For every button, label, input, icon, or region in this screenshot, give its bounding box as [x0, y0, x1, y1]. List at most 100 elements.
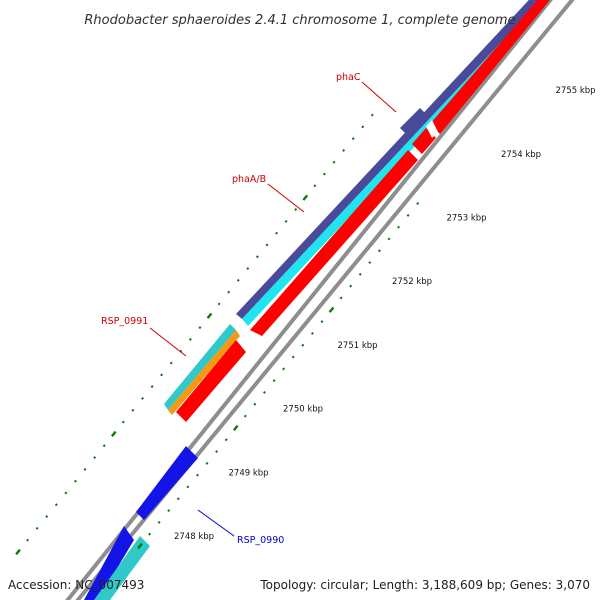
scale-tick-labels: 2748 kbp 2749 kbp 2750 kbp 2751 kbp 2752 kbp… — [174, 86, 596, 542]
RSP_0990-leader-line — [197, 509, 235, 537]
gene-lower-blue[interactable] — [84, 526, 134, 600]
scale-tick-mark — [291, 355, 295, 359]
scale-tick-mark — [141, 396, 144, 400]
gene-RSP_0991[interactable] — [168, 330, 240, 415]
scale-tick-mark — [160, 373, 164, 377]
gene-reverse-red-short[interactable] — [412, 128, 436, 154]
scale-tick-mark — [275, 231, 278, 235]
scale-tick-mark — [83, 467, 87, 471]
scale-tick-mark — [294, 207, 298, 212]
scale-tick-mark — [26, 538, 30, 542]
scale-tick-mark — [320, 320, 324, 324]
scale-tick-mark — [284, 219, 288, 223]
scale-tick-mark — [217, 302, 221, 306]
scale-tick-mark — [167, 509, 171, 513]
gene-RSP_0990[interactable] — [136, 446, 198, 520]
gene-lower-cyan[interactable] — [94, 536, 150, 600]
scale-tick-mark — [236, 278, 240, 282]
scale-tick-mark — [54, 503, 58, 507]
scale-tick-mark — [313, 184, 317, 188]
scale-tick-mark — [246, 267, 250, 271]
scale-tick-mark — [102, 444, 106, 448]
scale-tick-mark — [131, 408, 135, 412]
scale-tick-mark — [328, 306, 335, 313]
backbone-line-outer — [65, 0, 553, 600]
scale-tick-mark — [263, 390, 266, 394]
scale-tick-mark — [243, 414, 247, 418]
scale-tick-mark — [74, 479, 77, 483]
scale-tick-mark — [342, 148, 346, 152]
phaC-leader-line — [361, 81, 397, 113]
scale-tick-mark — [282, 367, 286, 371]
scale-tick-mark — [121, 420, 125, 424]
scale-tick-mark — [397, 225, 400, 229]
scale-tick-mark — [349, 284, 353, 288]
scale-tick-mark — [322, 172, 326, 176]
scale-tick-label: 2748 kbp — [174, 532, 214, 542]
gene-label-phaA-B[interactable]: phaA/B — [232, 174, 266, 185]
scale-tick-mark — [416, 201, 420, 206]
scale-tick-mark — [205, 461, 209, 465]
gene-gap-marker — [426, 120, 438, 138]
scale-tick-label: 2753 kbp — [447, 214, 487, 224]
scale-tick-mark — [35, 526, 39, 530]
scale-tick-mark — [176, 497, 180, 501]
scale-tick-mark — [137, 542, 143, 550]
scale-tick-mark — [206, 312, 213, 319]
scale-tick-mark — [370, 113, 374, 117]
RSP_0991-leader-line — [149, 327, 187, 357]
scale-tick-mark — [45, 515, 49, 519]
scale-tick-mark — [301, 343, 305, 347]
scale-tick-mark — [215, 450, 219, 454]
scale-tick-mark — [169, 361, 173, 365]
scale-tick-label: 2754 kbp — [501, 150, 541, 160]
scale-tick-label: 2751 kbp — [338, 341, 378, 351]
scale-tick-mark — [265, 243, 269, 247]
scale-tick-mark — [224, 438, 228, 442]
map-title: Rhodobacter sphaeroides 2.4.1 chromosome… — [84, 13, 515, 28]
scale-tick-mark — [358, 272, 362, 276]
gene-phaC[interactable] — [400, 108, 428, 138]
gene-phaA-B[interactable] — [250, 150, 418, 336]
scale-tick-mark — [148, 532, 152, 536]
scale-tick-mark — [272, 379, 276, 383]
scale-tick-mark — [198, 326, 202, 330]
scale-tick-dots — [15, 113, 420, 556]
scale-tick-mark — [227, 290, 231, 294]
scale-tick-mark — [339, 296, 343, 300]
gene-label-RSP_0991[interactable]: RSP_0991 — [101, 316, 148, 327]
scale-tick-mark — [64, 491, 68, 495]
scale-tick-label: 2755 kbp — [556, 86, 596, 96]
scale-tick-mark — [186, 485, 190, 489]
scale-tick-mark — [188, 337, 192, 341]
scale-tick-mark — [253, 402, 257, 406]
scale-tick-mark — [351, 137, 355, 141]
gene-reverse-red-upper[interactable] — [430, 0, 560, 134]
gene-forward-dark-long[interactable] — [236, 0, 552, 319]
phaA-B-leader-line — [267, 183, 305, 213]
scale-tick-mark — [302, 194, 309, 201]
scale-tick-mark — [387, 237, 391, 241]
scale-tick-label: 2749 kbp — [229, 468, 269, 478]
scale-tick-label: 2752 kbp — [392, 277, 432, 287]
scale-tick-mark — [310, 331, 314, 335]
accession-text: Accession: NC_007493 — [8, 578, 145, 592]
scale-tick-mark — [406, 213, 410, 217]
gene-RSP_0991-teal[interactable] — [164, 324, 236, 410]
gene-label-phaC[interactable]: phaC — [336, 72, 361, 83]
scale-tick-mark — [150, 385, 154, 389]
scale-tick-mark — [377, 249, 381, 253]
scale-tick-mark — [157, 520, 161, 524]
scale-tick-label: 2750 kbp — [283, 405, 323, 415]
scale-tick-mark — [196, 473, 199, 477]
scale-tick-mark — [332, 160, 336, 164]
gene-label-RSP_0990[interactable]: RSP_0990 — [237, 535, 284, 546]
scale-tick-mark — [361, 125, 365, 129]
genome-summary-text: Topology: circular; Length: 3,188,609 bp… — [260, 578, 590, 592]
scale-tick-mark — [232, 424, 239, 431]
scale-tick-mark — [110, 430, 117, 437]
gene-RSP_0991-red[interactable] — [176, 340, 246, 422]
scale-tick-mark — [15, 548, 21, 556]
scale-tick-mark — [93, 456, 97, 460]
